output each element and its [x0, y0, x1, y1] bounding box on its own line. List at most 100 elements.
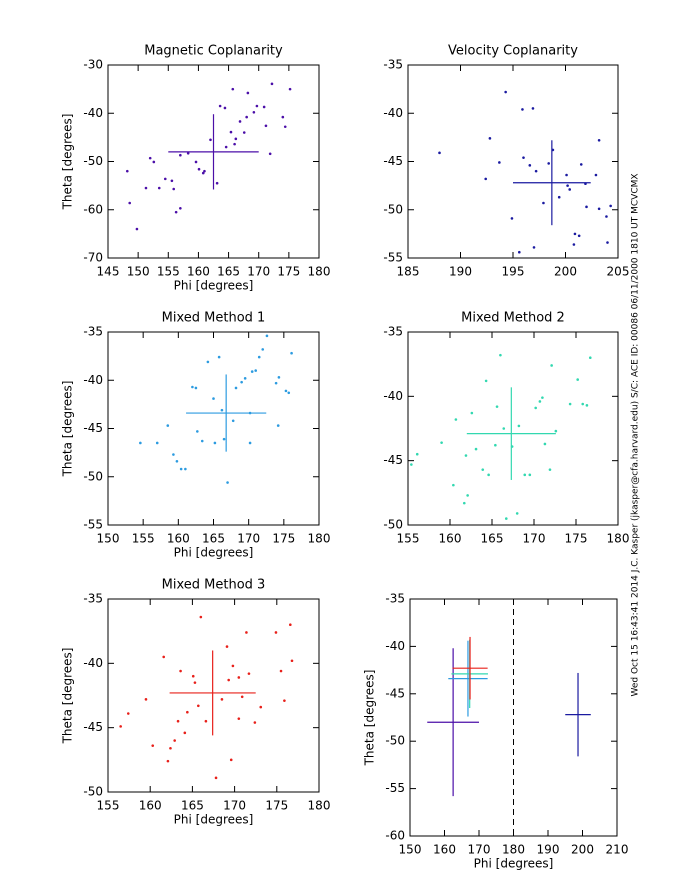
point — [440, 441, 443, 444]
point — [238, 120, 242, 123]
point — [245, 631, 248, 634]
point — [541, 396, 544, 399]
x-tick-label: 160 — [167, 532, 190, 546]
chart-title: Mixed Method 2 — [461, 311, 565, 326]
point — [521, 108, 524, 111]
point — [283, 699, 286, 702]
point — [148, 156, 152, 160]
point — [474, 447, 478, 451]
point — [534, 169, 538, 173]
point — [212, 397, 215, 400]
x-tick-label: 145 — [97, 265, 120, 279]
point — [289, 623, 292, 627]
point — [144, 186, 148, 190]
point — [172, 453, 175, 456]
y-tick-label: -45 — [83, 720, 103, 734]
point — [174, 210, 178, 214]
y-tick-label: -70 — [83, 251, 103, 265]
point — [186, 151, 190, 155]
point — [197, 167, 201, 171]
point — [151, 744, 155, 747]
point — [229, 758, 233, 762]
point — [504, 517, 508, 520]
y-axis-label: Theta [degrees] — [61, 648, 75, 745]
y-tick-label: -30 — [83, 58, 103, 72]
y-tick-label: -40 — [83, 656, 103, 670]
point — [233, 142, 236, 146]
x-tick-label: 170 — [523, 532, 546, 546]
y-tick-label: -35 — [383, 58, 403, 72]
y-tick-label: -35 — [83, 592, 103, 606]
point — [597, 207, 601, 211]
x-tick-label: 175 — [265, 799, 288, 813]
point — [548, 468, 552, 471]
point — [179, 669, 182, 673]
point — [179, 467, 183, 471]
point — [246, 91, 250, 95]
plot-frame — [107, 598, 320, 793]
point — [438, 151, 441, 155]
point — [415, 452, 419, 456]
point — [462, 501, 466, 505]
x-axis-label: Phi [degrees] — [174, 546, 254, 560]
x-tick-label: 180 — [308, 265, 331, 279]
point — [175, 460, 179, 463]
y-tick-label: -40 — [385, 639, 405, 653]
point — [237, 676, 241, 679]
y-tick-label: -50 — [383, 518, 403, 532]
point — [284, 389, 288, 393]
point — [257, 355, 261, 359]
point — [240, 695, 244, 699]
x-tick-label: 160 — [433, 843, 456, 857]
x-tick-label: 210 — [606, 843, 629, 857]
point — [454, 418, 458, 421]
point — [528, 164, 532, 167]
point — [576, 378, 579, 381]
point — [523, 473, 527, 477]
chart-title: Magnetic Coplanarity — [144, 44, 283, 59]
point — [470, 411, 474, 415]
plot-frame — [407, 64, 619, 259]
point — [247, 672, 251, 675]
point — [191, 674, 195, 678]
x-tick-label: 170 — [468, 843, 491, 857]
x-tick-label: 175 — [277, 265, 300, 279]
point — [231, 419, 235, 423]
point — [196, 430, 199, 433]
point — [565, 173, 568, 177]
point — [193, 681, 197, 684]
point — [163, 177, 167, 181]
y-tick-label: -35 — [83, 325, 103, 339]
point — [466, 494, 469, 497]
point — [179, 207, 182, 210]
point — [214, 776, 218, 780]
point — [139, 441, 142, 445]
chart-title: Velocity Coplanarity — [448, 44, 578, 59]
point — [581, 402, 585, 406]
x-tick-label: 150 — [97, 532, 120, 546]
point — [135, 227, 139, 231]
point — [166, 424, 170, 427]
point — [197, 704, 200, 708]
x-tick-label: 155 — [132, 532, 155, 546]
y-tick-label: -60 — [385, 829, 405, 843]
point — [226, 481, 229, 484]
point — [201, 171, 205, 175]
chart-title: Mixed Method 3 — [162, 578, 266, 593]
point — [152, 160, 156, 164]
x-tick-label: 175 — [565, 532, 588, 546]
y-axis-label: Theta [degrees] — [363, 670, 377, 767]
point — [243, 377, 247, 380]
point — [240, 380, 243, 384]
point — [528, 473, 532, 477]
y-tick-label: -50 — [83, 469, 103, 483]
x-tick-label: 170 — [237, 532, 260, 546]
point — [410, 463, 413, 466]
point — [176, 719, 180, 723]
point — [550, 364, 553, 367]
point — [206, 360, 210, 364]
point — [543, 442, 547, 446]
point — [605, 215, 608, 218]
point — [517, 424, 521, 428]
point — [259, 705, 263, 709]
